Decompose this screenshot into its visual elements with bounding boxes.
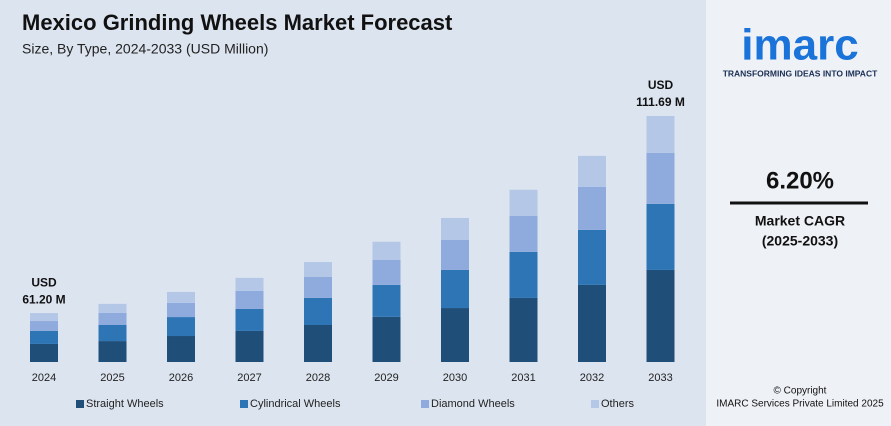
bar-segment — [646, 203, 675, 270]
bar-segment — [372, 316, 401, 362]
bar-segment — [98, 312, 127, 326]
total-annotation: USD — [31, 275, 57, 289]
bar-segment — [30, 321, 58, 331]
x-tick-label: 2031 — [511, 372, 535, 384]
chart-title: Mexico Grinding Wheels Market Forecast — [22, 10, 453, 35]
bar-segment — [646, 152, 675, 204]
bar-segment — [578, 284, 606, 362]
total-annotation: 111.69 M — [636, 95, 685, 109]
bar-segment — [98, 325, 127, 342]
bar-segment — [235, 290, 264, 309]
bar-segment — [167, 336, 195, 362]
bar-segment — [235, 308, 264, 331]
tagline: TRANSFORMING IDEAS INTO IMPACT — [723, 68, 878, 78]
side-panel — [706, 0, 891, 426]
bar-segment — [30, 330, 58, 344]
x-tick-label: 2032 — [580, 372, 604, 384]
x-tick-label: 2033 — [648, 372, 672, 384]
legend-swatch — [76, 400, 84, 408]
bar-segment — [578, 186, 606, 230]
legend-swatch — [240, 400, 248, 408]
legend-label: Cylindrical Wheels — [250, 398, 341, 410]
bar-segment — [441, 269, 469, 309]
bar-segment — [30, 343, 58, 362]
legend-label: Straight Wheels — [86, 398, 164, 410]
total-annotation: 61.20 M — [22, 292, 65, 306]
chart-subtitle: Size, By Type, 2024-2033 (USD Million) — [22, 41, 268, 57]
bar-segment — [372, 259, 401, 285]
bar-segment — [441, 217, 469, 240]
bar-segment — [578, 229, 606, 285]
bar-segment — [646, 269, 675, 362]
legend-swatch — [591, 400, 599, 408]
company: IMARC Services Private Limited 2025 — [716, 399, 884, 410]
cagr-value: 6.20% — [766, 167, 834, 194]
bar-segment — [235, 277, 264, 291]
bar-segment — [304, 297, 332, 326]
bar-segment — [30, 313, 58, 322]
bar-segment — [304, 276, 332, 298]
bar-segment — [509, 297, 538, 362]
copyright: © Copyright — [774, 386, 827, 397]
x-tick-label: 2030 — [443, 372, 467, 384]
bar-segment — [235, 330, 264, 362]
cagr-period: (2025-2033) — [762, 233, 838, 249]
bar-segment — [441, 239, 469, 270]
bar-segment — [167, 317, 195, 337]
x-tick-label: 2029 — [374, 372, 398, 384]
bar-segment — [167, 302, 195, 318]
total-annotation: USD — [648, 78, 674, 92]
bar-segment — [509, 251, 538, 298]
bar-segment — [646, 116, 675, 153]
bar-segment — [372, 284, 401, 317]
bar-segment — [98, 341, 127, 362]
legend-label: Others — [601, 398, 635, 410]
bar-segment — [98, 303, 127, 313]
bar-segment — [304, 325, 332, 362]
bar-segment — [509, 189, 538, 216]
legend-swatch — [421, 400, 429, 408]
cagr-label: Market CAGR — [755, 213, 845, 229]
bar-segment — [578, 155, 606, 187]
bar-segment — [509, 215, 538, 252]
x-tick-label: 2025 — [100, 372, 124, 384]
legend-label: Diamond Wheels — [431, 398, 515, 410]
x-tick-label: 2027 — [237, 372, 261, 384]
x-tick-label: 2026 — [169, 372, 193, 384]
bar-segment — [441, 308, 469, 362]
bar-segment — [372, 241, 401, 260]
bar-segment — [304, 262, 332, 277]
bar-segment — [167, 291, 195, 303]
logo: imarc — [741, 21, 858, 70]
x-tick-label: 2028 — [306, 372, 330, 384]
x-tick-label: 2024 — [32, 372, 56, 384]
